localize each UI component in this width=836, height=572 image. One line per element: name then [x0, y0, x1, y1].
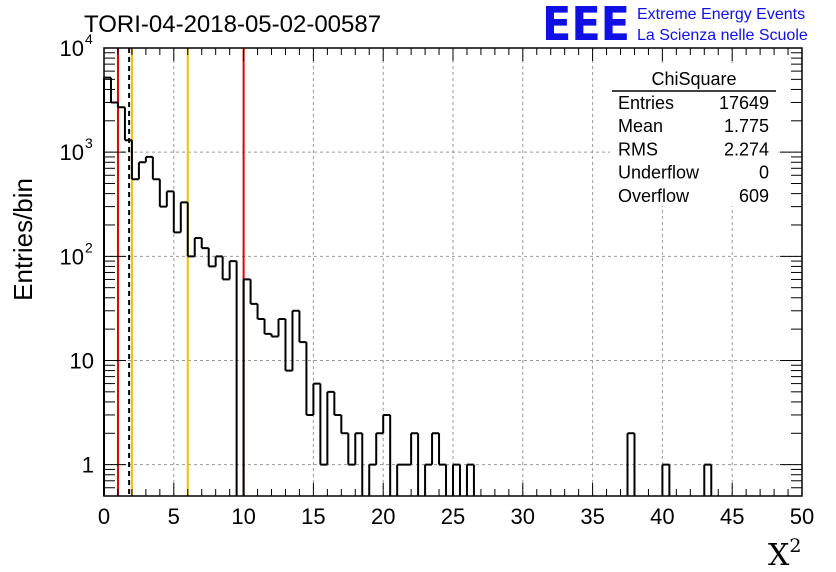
histogram-bin [334, 413, 343, 434]
histogram-bin [704, 463, 713, 496]
x-tick-label: 20 [371, 504, 395, 529]
histogram-bin [250, 302, 259, 320]
histogram-bin [355, 432, 364, 496]
histogram-bin [166, 190, 175, 233]
histogram-bin [215, 255, 224, 280]
x-tick-label: 5 [168, 504, 180, 529]
y-tick-label: 10 [60, 140, 84, 165]
y-axis-title: Entries/bin [8, 178, 38, 301]
y-tick-label: 10 [60, 244, 84, 269]
stats-value: 0 [759, 163, 769, 183]
x-axis-title-superscript: 2 [789, 535, 801, 557]
histogram-bin [110, 101, 119, 108]
histogram-bin [152, 178, 161, 207]
x-tick-label: 45 [720, 504, 744, 529]
logo-line-1: Extreme Energy Events [637, 6, 805, 23]
histogram-bin [411, 432, 420, 496]
y-tick-exponent: 4 [85, 31, 93, 47]
eee-logo: EEE Extreme Energy Events La Scienza nel… [542, 0, 808, 51]
histogram-bin [257, 318, 266, 334]
histogram-bin [138, 156, 147, 164]
y-tick-label: 1 [82, 453, 94, 478]
histogram-bin [159, 191, 168, 208]
x-tick-label: 0 [98, 504, 110, 529]
histogram-bin [306, 383, 315, 416]
stats-label: Entries [618, 93, 674, 113]
histogram-bin [404, 433, 413, 466]
stats-value: 1.775 [724, 116, 769, 136]
x-tick-label: 15 [301, 504, 325, 529]
histogram-bin [117, 106, 126, 141]
histogram-bin [264, 332, 273, 337]
stats-value: 17649 [719, 93, 769, 113]
x-tick-label: 10 [231, 504, 255, 529]
histogram-bin [194, 236, 203, 249]
x-tick-label: 25 [441, 504, 465, 529]
stats-label: Underflow [618, 163, 700, 183]
stats-label: Mean [618, 116, 663, 136]
histogram-bin [313, 382, 322, 465]
stats-value: 609 [739, 186, 769, 206]
histogram-bin [432, 432, 441, 465]
stats-box-background [610, 66, 778, 206]
stats-box: ChiSquare Entries 17649 Mean 1.775 RMS 2.274 U… [610, 66, 778, 206]
histogram-bin [341, 432, 350, 465]
histogram-bin [131, 162, 140, 181]
histogram-bin [222, 261, 231, 281]
histogram-bin [627, 432, 636, 496]
histogram-bin [124, 139, 133, 180]
stats-value: 2.274 [724, 139, 769, 159]
histogram-bin [243, 278, 252, 304]
histogram-bin [299, 341, 308, 415]
y-tick-label: 10 [60, 36, 84, 61]
histogram-bin [187, 237, 196, 258]
histogram-bin [292, 309, 301, 343]
histogram-bin [425, 433, 434, 466]
histogram-bin [453, 463, 461, 496]
histogram-bin [369, 433, 378, 466]
histogram-bin [662, 463, 671, 496]
x-axis-title: X2 [768, 535, 801, 572]
histogram-bin [466, 463, 475, 496]
histogram-bin [383, 413, 392, 496]
histogram-bin [439, 463, 448, 496]
x-tick-label: 35 [580, 504, 604, 529]
histogram-bin [285, 310, 294, 372]
histogram-bin [320, 391, 329, 466]
stats-label: Overflow [618, 186, 690, 206]
histogram-bin [271, 319, 280, 338]
logo-line-2: La Scienza nelle Scuole [637, 27, 808, 44]
y-tick-exponent: 2 [85, 239, 93, 255]
histogram-bin [348, 433, 357, 466]
histogram-bin [278, 318, 287, 371]
reference-lines [116, 48, 245, 496]
y-tick-label: 10 [70, 348, 94, 373]
stats-box-title: ChiSquare [651, 69, 736, 89]
histogram-bin [201, 247, 210, 267]
x-tick-label: 30 [511, 504, 535, 529]
histogram-bin [208, 256, 217, 268]
stats-rows: Entries 17649 Mean 1.775 RMS 2.274 Underflow 0 O… [618, 93, 769, 206]
histogram-bin [180, 201, 189, 257]
logo-mark: EEE [542, 0, 630, 51]
x-tick-labels: 0 5 10 15 20 25 30 35 40 45 50 [98, 504, 814, 529]
x-tick-label: 40 [650, 504, 674, 529]
x-tick-label: 50 [790, 504, 814, 529]
axis-ticks [103, 47, 803, 497]
histogram-bin [376, 414, 385, 435]
chart-title: TORI-04-2018-05-02-00587 [84, 11, 381, 38]
stats-label: RMS [618, 139, 658, 159]
histogram-bin [145, 155, 154, 180]
x-axis-title-base: X [768, 538, 790, 572]
histogram-bin [173, 202, 182, 234]
histogram-bin [327, 390, 336, 415]
y-tick-exponent: 3 [85, 135, 93, 151]
histogram-bin [229, 260, 238, 496]
